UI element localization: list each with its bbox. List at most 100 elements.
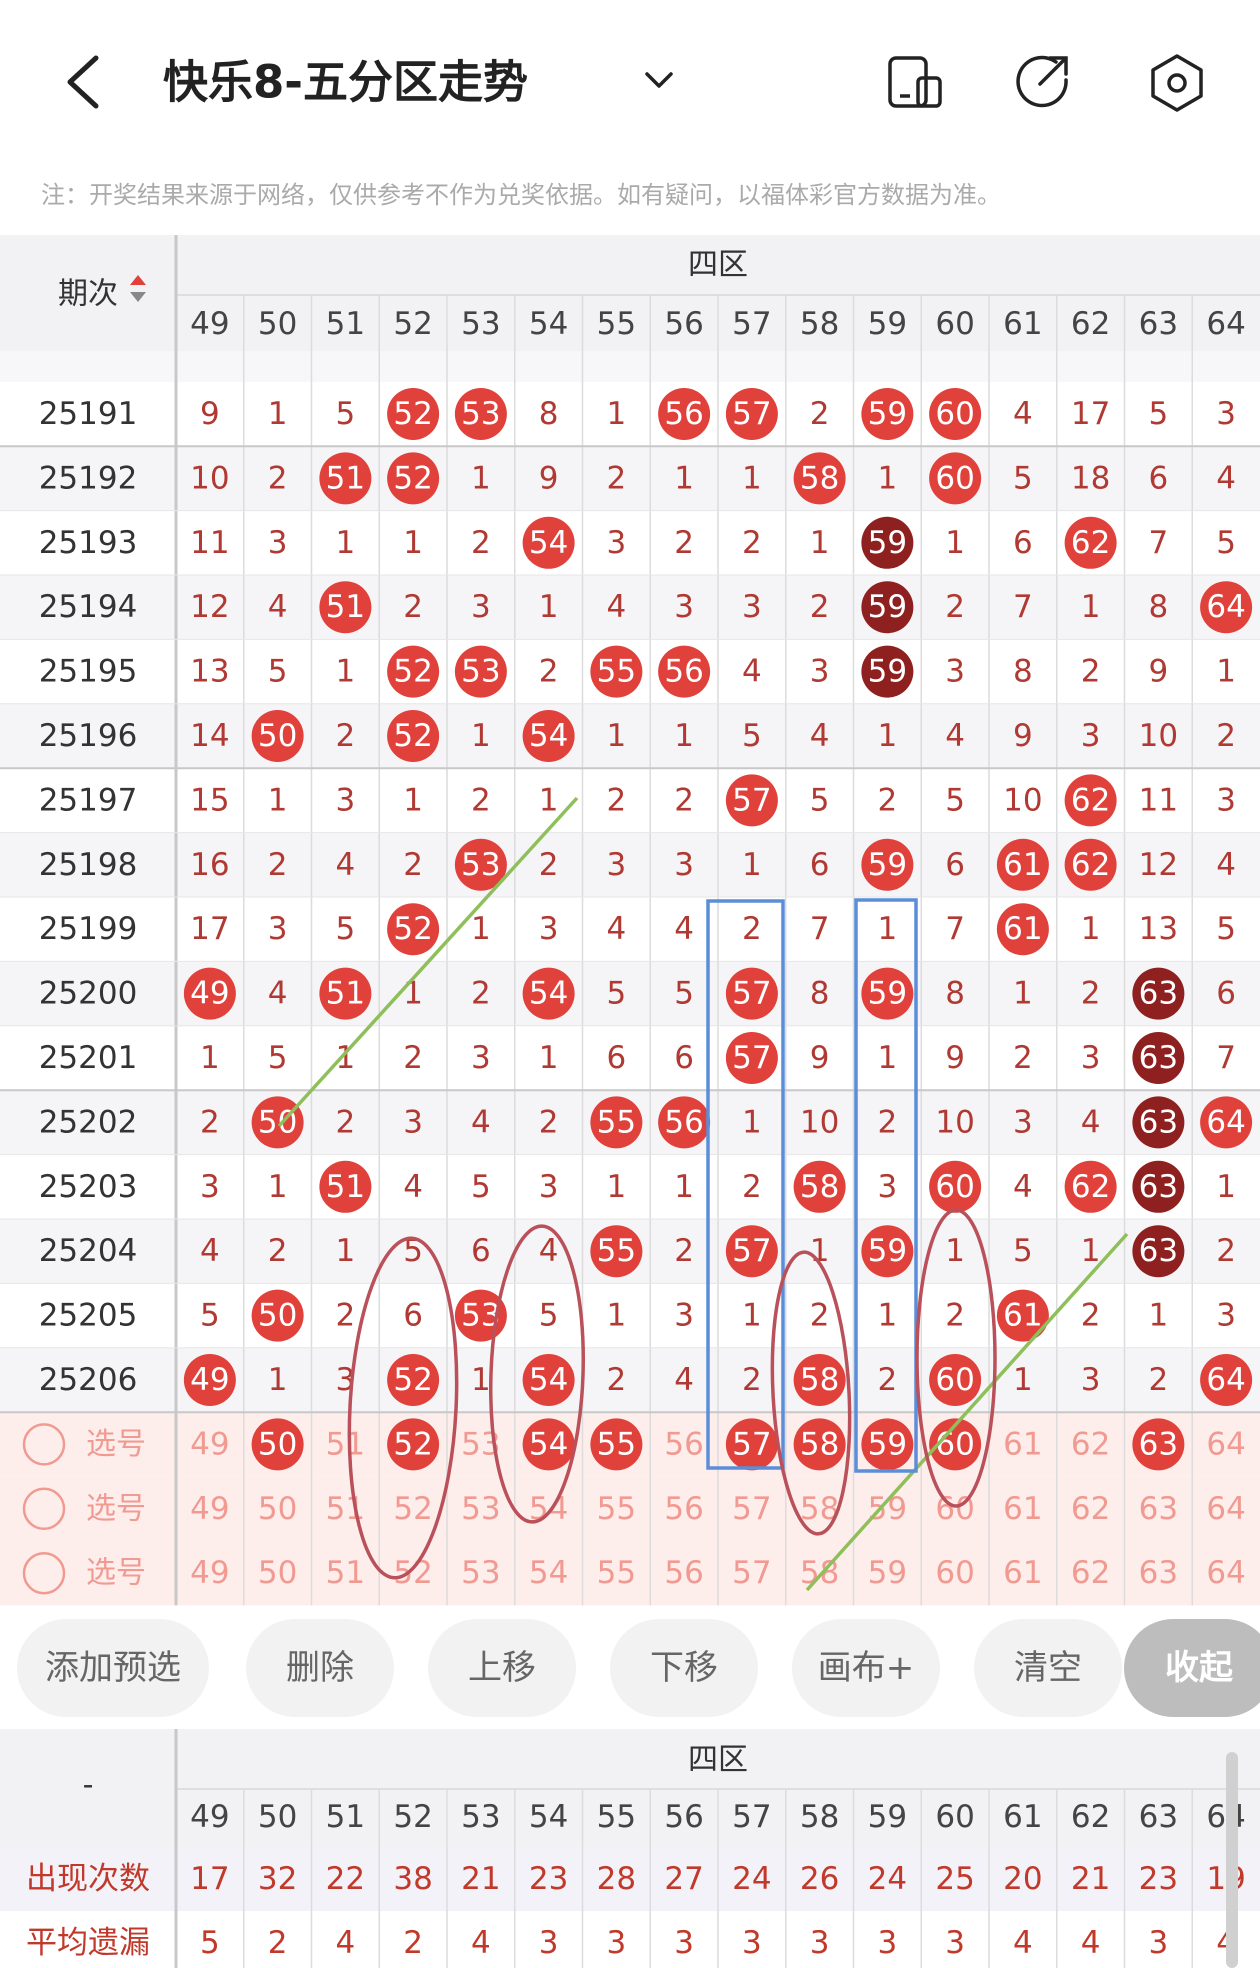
pick-number[interactable]: 53 (461, 1555, 500, 1591)
pick-number[interactable]: 50 (258, 1491, 297, 1527)
pick-number[interactable]: 54 (529, 1555, 568, 1591)
miss-count: 4 (336, 847, 356, 883)
sort-down[interactable] (130, 292, 146, 302)
hit-number: 57 (732, 396, 771, 432)
pick-radio[interactable] (22, 1487, 66, 1531)
pick-number[interactable]: 63 (1139, 1491, 1178, 1527)
miss-count: 1 (336, 1233, 356, 1269)
button-label[interactable]: 删除 (286, 1648, 354, 1688)
picked-number[interactable]: 54 (529, 1426, 568, 1462)
pick-number[interactable]: 56 (664, 1555, 703, 1591)
pick-number[interactable]: 51 (326, 1555, 365, 1591)
picked-ball[interactable] (793, 1418, 846, 1471)
sort-up[interactable] (130, 275, 146, 285)
pick-number[interactable]: 53 (461, 1491, 500, 1527)
button-label[interactable]: 下移 (650, 1648, 718, 1688)
picked-ball[interactable] (522, 1418, 575, 1471)
toolbar-button[interactable] (428, 1619, 576, 1717)
pick-number[interactable]: 62 (1071, 1491, 1110, 1527)
picked-number[interactable]: 60 (935, 1426, 974, 1462)
pick-number[interactable]: 55 (597, 1555, 636, 1591)
picked-ball[interactable] (251, 1418, 304, 1471)
pick-number[interactable]: 49 (190, 1426, 229, 1462)
toolbar-button[interactable] (792, 1619, 940, 1717)
pick-number[interactable]: 64 (1206, 1555, 1245, 1591)
picked-ball[interactable] (1132, 1418, 1185, 1471)
toolbar-button[interactable] (1124, 1619, 1260, 1717)
settings-icon[interactable] (1151, 54, 1203, 112)
hit-number: 59 (868, 847, 907, 883)
layout-icon[interactable] (888, 56, 942, 108)
pick-radio[interactable] (22, 1423, 66, 1466)
picked-ball[interactable] (861, 1418, 914, 1471)
pick-number[interactable]: 55 (597, 1491, 636, 1527)
period: 25203 (39, 1169, 138, 1205)
picked-number[interactable]: 57 (732, 1426, 771, 1462)
pick-number[interactable]: 62 (1071, 1555, 1110, 1591)
title-dropdown[interactable] (645, 72, 673, 88)
pick-number[interactable]: 49 (190, 1555, 229, 1591)
miss-count: 17 (1071, 396, 1110, 432)
toolbar-button[interactable] (17, 1619, 209, 1717)
page-title[interactable]: 快乐8-五分区走势 (163, 56, 528, 109)
pick-number[interactable]: 59 (868, 1555, 907, 1591)
miss-count: 5 (1013, 1233, 1033, 1269)
miss-count: 2 (539, 1104, 559, 1140)
picked-number[interactable]: 55 (597, 1426, 636, 1462)
pick-number[interactable]: 50 (258, 1555, 297, 1591)
picked-ball[interactable] (929, 1418, 982, 1471)
stats-column-header: 54 (529, 1799, 568, 1835)
miss-count: 2 (1081, 1298, 1101, 1334)
picked-number[interactable]: 58 (800, 1426, 839, 1462)
toolbar-button[interactable] (610, 1619, 758, 1717)
pick-number[interactable]: 56 (664, 1491, 703, 1527)
pick-number[interactable]: 49 (190, 1491, 229, 1527)
pick-number[interactable]: 56 (664, 1426, 703, 1462)
button-label[interactable]: 清空 (1014, 1648, 1082, 1688)
hit-ball (725, 1225, 778, 1278)
picked-number[interactable]: 59 (868, 1426, 907, 1462)
pick-number[interactable]: 60 (935, 1555, 974, 1591)
hit-number: 58 (800, 1362, 839, 1398)
pick-radio[interactable] (22, 1551, 66, 1595)
pick-number[interactable]: 64 (1206, 1426, 1245, 1462)
miss-count: 1 (1149, 1298, 1169, 1334)
button-label[interactable]: 画布+ (818, 1648, 915, 1688)
miss-count: 1 (674, 460, 694, 496)
share-icon[interactable] (1016, 55, 1068, 108)
pick-number[interactable]: 63 (1139, 1555, 1178, 1591)
picked-number[interactable]: 63 (1139, 1426, 1178, 1462)
hit-ball (929, 452, 982, 505)
pick-number[interactable]: 57 (732, 1491, 771, 1527)
pick-number[interactable]: 61 (1003, 1426, 1042, 1462)
miss-count: 1 (1081, 911, 1101, 947)
stats-column-header: 60 (935, 1799, 974, 1835)
hit-ball (725, 388, 778, 440)
picked-ball[interactable] (725, 1418, 778, 1471)
toolbar-button[interactable] (974, 1619, 1122, 1717)
pick-number[interactable]: 62 (1071, 1426, 1110, 1462)
picked-number[interactable]: 52 (393, 1426, 432, 1462)
hit-ball (861, 645, 914, 698)
miss-count: 2 (336, 1104, 356, 1140)
miss-count: 2 (403, 847, 423, 883)
button-label[interactable]: 上移 (468, 1648, 536, 1688)
picked-ball[interactable] (590, 1418, 643, 1471)
picked-number[interactable]: 50 (258, 1426, 297, 1462)
pick-number[interactable]: 51 (326, 1426, 365, 1462)
pick-number[interactable]: 59 (868, 1491, 907, 1527)
picked-ball[interactable] (387, 1418, 440, 1471)
pick-number[interactable]: 52 (393, 1491, 432, 1527)
back-button[interactable] (67, 55, 99, 109)
pick-number[interactable]: 57 (732, 1555, 771, 1591)
button-label[interactable]: 收起 (1165, 1648, 1234, 1688)
row-bg (0, 1154, 1260, 1219)
stats-value: 32 (258, 1861, 297, 1897)
pick-number[interactable]: 52 (393, 1555, 432, 1591)
pick-number[interactable]: 61 (1003, 1555, 1042, 1591)
toolbar-button[interactable] (246, 1619, 394, 1717)
miss-count: 1 (742, 1298, 762, 1334)
pick-number[interactable]: 61 (1003, 1491, 1042, 1527)
pick-number[interactable]: 64 (1206, 1491, 1245, 1527)
button-label[interactable]: 添加预选 (45, 1648, 181, 1688)
